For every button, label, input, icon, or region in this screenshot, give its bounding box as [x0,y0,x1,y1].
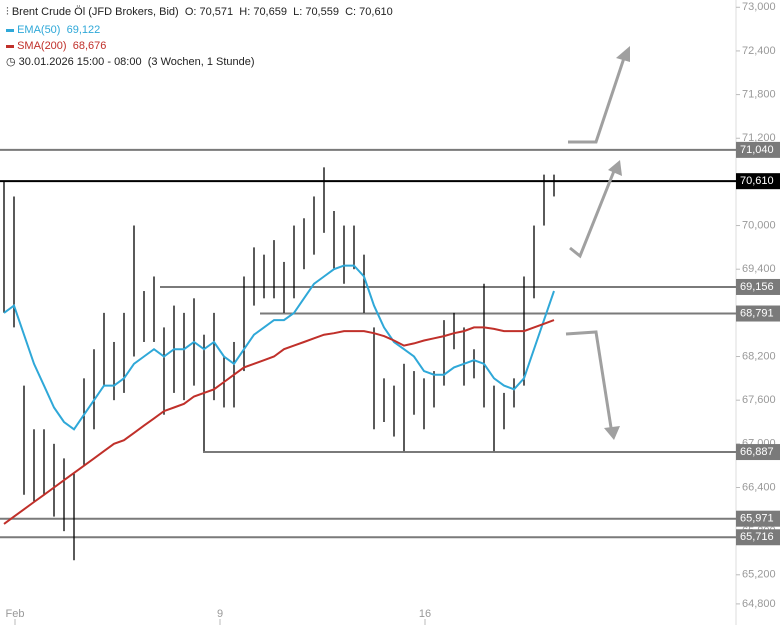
level-badge [736,173,780,190]
level-badge [736,510,780,527]
y-tick-label: 65,200 [742,569,776,581]
range: (3 Wochen, 1 Stunde) [147,56,255,68]
level-label: 70,610 [740,175,774,187]
x-tick-label: 16 [419,608,431,620]
level-label: 71,040 [740,144,774,156]
x-tick-label: Feb [6,608,25,620]
y-tick-label: 70,000 [742,219,776,231]
y-tick-label: 71,800 [742,88,776,100]
legend-label: SMA(200) [17,40,67,52]
level-badge [736,141,780,158]
y-tick-label: 67,600 [742,394,776,406]
ohlc: C: 70,610 [345,6,393,18]
indicator-line [3,319,555,525]
level-label: 69,156 [740,281,774,293]
legend-sma: SMA(200) 68,676 [6,40,106,52]
icon: ⫶ [6,6,12,18]
y-tick-label: 72,400 [742,45,776,57]
legend-label: EMA(50) [17,24,61,36]
level-label: 65,716 [740,531,774,543]
period: 30.01.2026 15:00 - 08:00 [18,56,142,68]
x-tick-label: 9 [217,608,223,620]
level-label: 66,887 [740,446,774,458]
ohlc: H: 70,659 [239,6,287,18]
arrows [565,46,630,440]
y-tick-label: 68,200 [742,350,776,362]
y-tick-label: 73,000 [742,1,776,13]
header-line: ⫶ Brent Crude Öl (JFD Brokers, Bid) O: 7… [6,6,393,19]
legend-value: 68,676 [72,40,107,52]
level-badge [736,305,780,322]
legend-ema: EMA(50) 69,122 [6,24,100,36]
legend-value: 69,122 [66,24,101,36]
y-tick-label: 71,200 [742,132,776,144]
ohlc: L: 70,559 [293,6,339,18]
y-tick-label: 64,800 [742,598,776,610]
level-badge [736,444,780,461]
ohlc: O: 70,571 [184,6,234,18]
indicator-line [3,264,555,431]
level-label: 65,971 [740,513,774,525]
period-line: ◷ 30.01.2026 15:00 - 08:00 (3 Wochen, 1 … [6,56,255,68]
instrument: Brent Crude Öl (JFD Brokers, Bid) [11,6,179,18]
y-tick-label: 69,400 [742,263,776,275]
level-badge [736,278,780,295]
level-badge [736,529,780,546]
level-label: 68,791 [740,307,774,319]
y-tick-label: 66,400 [742,481,776,493]
